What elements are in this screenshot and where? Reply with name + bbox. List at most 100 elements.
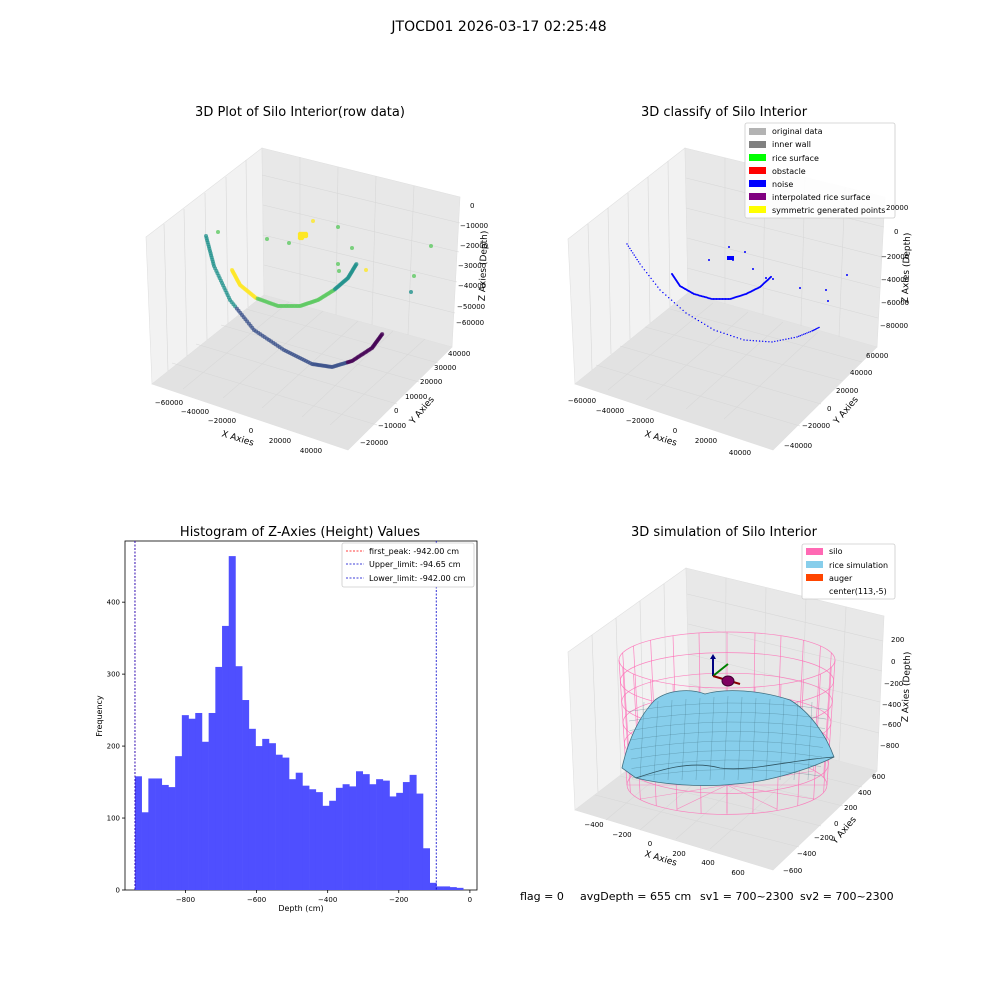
y-tick-label: 400 [858, 789, 871, 797]
data-point [730, 334, 732, 337]
data-point [707, 325, 709, 327]
histogram-bar [456, 887, 464, 890]
x-axis: −800 −600 −400 −200 0 [176, 890, 472, 904]
histogram-bars [134, 556, 464, 890]
legend: first_peak: -942.00 cm Upper_limit: -94.… [341, 542, 475, 588]
data-point [336, 225, 340, 229]
histogram-bar [181, 715, 189, 890]
legend-label: rice surface [772, 154, 819, 163]
z-tick-label: −800 [880, 742, 899, 750]
legend-label: silo [829, 547, 843, 556]
data-point [632, 252, 634, 254]
data-point [721, 298, 724, 300]
data-point [743, 339, 745, 341]
data-point [799, 335, 801, 337]
y-tick-label: 60000 [866, 352, 888, 360]
z-tick-label: −60000 [456, 319, 484, 327]
data-point [801, 334, 803, 336]
histogram-bar [228, 556, 236, 890]
data-point [641, 266, 643, 268]
z-tick-label: −200 [884, 680, 903, 688]
data-point [709, 297, 712, 300]
y-tick-label: −400 [797, 850, 816, 858]
rice-mesh-line [630, 740, 824, 750]
data-point [770, 275, 772, 278]
y-tick-label: 0 [394, 407, 398, 415]
auger-marker [710, 654, 741, 687]
histogram-bar [356, 771, 364, 890]
data-point [693, 293, 695, 295]
y-tick-label: 20000 [420, 378, 442, 386]
rice-mesh-line [681, 698, 687, 781]
z-axis-label: Z Axies (Depth) [901, 652, 913, 723]
data-point [714, 298, 716, 300]
z-tick-label: 200 [891, 636, 904, 644]
data-point [691, 316, 693, 318]
legend-label: interpolated rice surface [772, 193, 870, 202]
y-tick-label: 100 [107, 815, 120, 823]
rice-mesh-line [629, 721, 826, 731]
chart-title: 3D Plot of Silo Interior(row data) [195, 105, 405, 120]
data-point [712, 298, 715, 300]
data-point [746, 339, 748, 341]
data-point [287, 241, 291, 245]
rice-surface-edge [635, 756, 835, 779]
legend-label: auger [829, 574, 853, 583]
z-axis: 200 0 −200 −400 −600 −800 Z Axies (Depth… [880, 636, 913, 750]
status-line: flag = 0 avgDepth = 655 cm sv1 = 700~230… [520, 890, 894, 903]
data-point [643, 269, 646, 271]
data-point [299, 235, 305, 241]
x-tick-label: 20000 [695, 437, 717, 445]
x-axis: −400 −200 0 200 400 600 X Axies [584, 821, 744, 877]
rice-mesh-line [723, 695, 729, 781]
histogram-bar [422, 848, 430, 890]
histogram-bar [315, 792, 323, 890]
histogram-bar [195, 712, 203, 890]
z-tick-label: −20000 [881, 253, 909, 261]
z-tick-label: 0 [894, 228, 898, 236]
z-tick-label: −400 [882, 701, 901, 709]
y-tick-label: 200 [844, 804, 857, 812]
data-point [657, 286, 659, 288]
data-point [637, 261, 640, 263]
rice-surface [621, 690, 835, 787]
data-point [429, 244, 433, 248]
z-axis-label: Z Axies (Depth) [901, 233, 913, 304]
data-point [682, 309, 684, 312]
data-point [336, 262, 340, 266]
chart-title: Histogram of Z-Axies (Height) Values [180, 525, 420, 540]
data-point [752, 268, 754, 270]
data-point [700, 295, 703, 298]
data-point [788, 338, 790, 340]
data-point [713, 329, 715, 331]
legend-label: obstacle [772, 167, 806, 176]
data-point [744, 251, 746, 253]
data-point [710, 327, 712, 329]
silo-wire-ring [618, 631, 836, 689]
data-point [740, 338, 742, 340]
histogram-bar [155, 778, 163, 890]
histogram-bar [148, 778, 156, 890]
flag-text: flag = 0 [520, 890, 564, 903]
data-point [702, 295, 704, 298]
y-tick-label: 40000 [448, 350, 470, 358]
data-point [782, 339, 784, 341]
sv2-text: sv2 = 700~2300 [800, 890, 894, 903]
histogram-bar [275, 754, 283, 890]
data-point [633, 254, 635, 256]
histogram-bar [175, 756, 183, 890]
data-point [706, 296, 709, 299]
data-point [350, 246, 354, 250]
legend-label: Lower_limit: -942.00 cm [369, 574, 466, 583]
histogram-bar [262, 738, 270, 890]
axis-arrow-y [712, 663, 729, 677]
data-point [679, 307, 681, 309]
data-point [711, 298, 713, 300]
histogram-bar [382, 780, 390, 890]
data-point [736, 337, 738, 339]
legend-label: Upper_limit: -94.65 cm [369, 560, 461, 569]
data-point [808, 331, 810, 333]
scatter-points [204, 219, 433, 369]
legend-label: center(113,-5) [829, 587, 887, 596]
